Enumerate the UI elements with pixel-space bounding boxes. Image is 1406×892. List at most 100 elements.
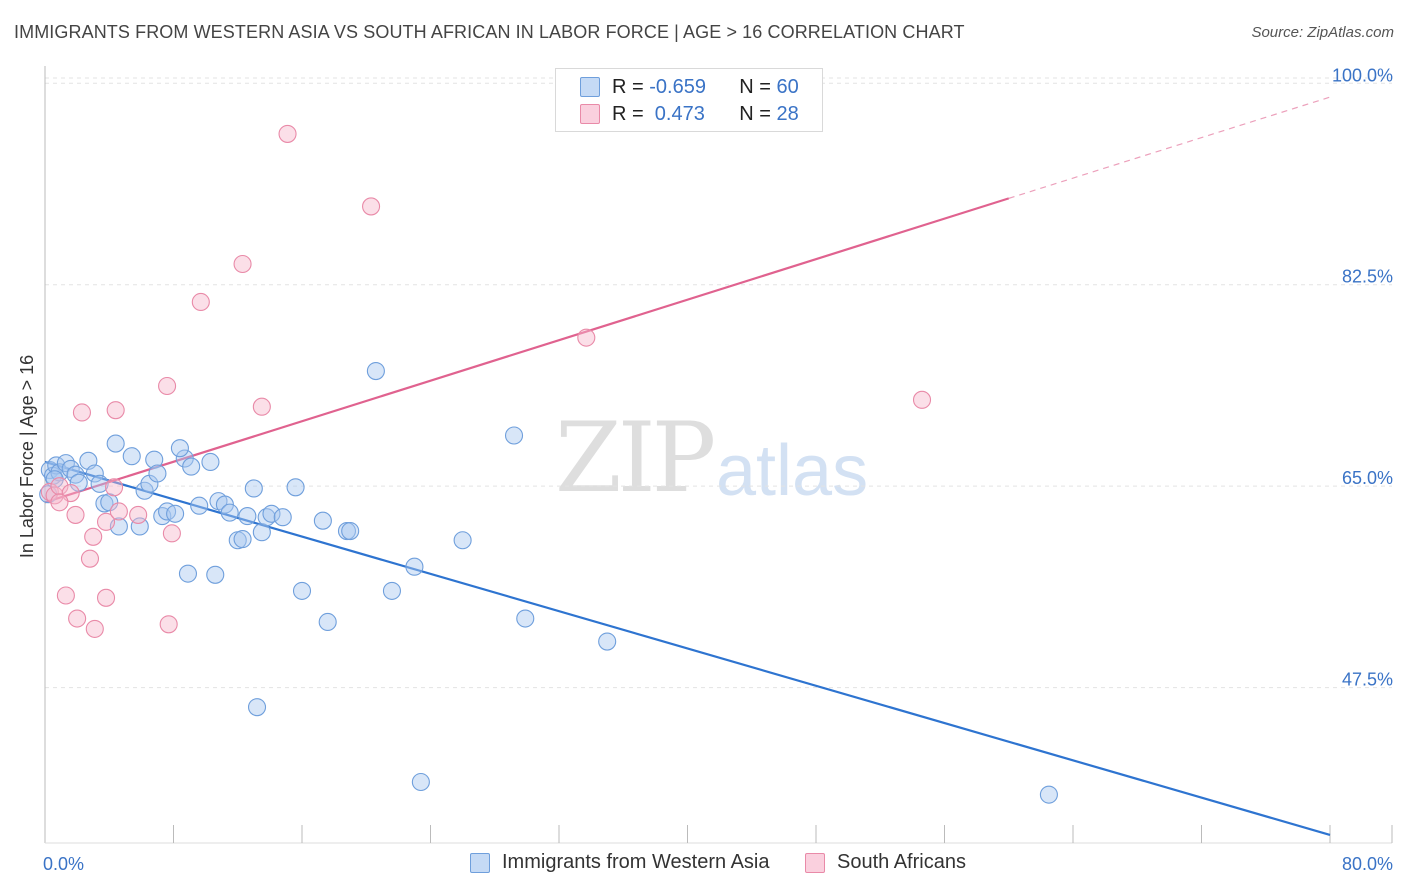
watermark-zip: ZIP: [555, 402, 716, 514]
chart-title: IMMIGRANTS FROM WESTERN ASIA VS SOUTH AF…: [14, 22, 965, 42]
data-points: [39, 124, 1058, 804]
bottom-legend-swatch-pink: [805, 852, 825, 873]
point-south-african: [84, 527, 103, 546]
point-western-asia: [190, 496, 209, 515]
legend-swatch-pink: [580, 104, 600, 124]
legend-box: R = -0.659 N = 60 R = 0.473 N = 28: [555, 68, 823, 132]
source-label: Source: ZipAtlas.com: [1251, 24, 1394, 41]
bottom-legend-swatch-blue: [470, 852, 490, 873]
point-south-african: [106, 401, 125, 420]
point-western-asia: [341, 521, 360, 541]
trend-lines: [44, 96, 1331, 836]
legend-r-value: 0.473: [649, 102, 705, 125]
point-western-asia: [178, 564, 198, 583]
point-south-african: [68, 609, 87, 628]
point-western-asia: [516, 609, 535, 628]
point-western-asia: [233, 530, 252, 549]
tick-labels: 47.5% 65.0% 82.5% 100.0% 0.0% 80.0% In Labor F…: [17, 65, 1393, 874]
legend-n-value: 60: [776, 75, 799, 98]
point-western-asia: [318, 612, 337, 632]
point-western-asia: [262, 504, 281, 523]
legend-n-value: 28: [776, 102, 799, 125]
legend-row-series1: R = -0.659 N = 60: [580, 74, 799, 100]
bottom-legend-series2: South Africans: [805, 851, 966, 874]
y-axis-label: In Labor Force | Age > 16: [17, 355, 37, 558]
point-western-asia: [182, 457, 201, 476]
point-western-asia: [273, 508, 292, 527]
bottom-legend-label-series1: Immigrants from Western Asia: [502, 851, 770, 873]
point-western-asia: [130, 517, 149, 536]
point-western-asia: [85, 464, 104, 483]
point-south-african: [129, 505, 148, 524]
point-south-african: [278, 124, 297, 143]
x-tick-label: 0.0%: [43, 854, 84, 874]
point-south-african: [96, 588, 116, 607]
point-western-asia: [382, 581, 402, 600]
point-western-asia: [257, 508, 276, 527]
point-western-asia: [148, 464, 167, 483]
legend-n-label: N =: [739, 75, 777, 98]
point-south-african: [80, 549, 100, 568]
point-western-asia: [61, 459, 80, 478]
point-south-african: [50, 477, 69, 496]
point-western-asia: [411, 772, 430, 792]
legend-swatch-blue: [580, 77, 600, 97]
axes: [44, 66, 1393, 844]
point-western-asia: [166, 504, 185, 523]
point-western-asia: [244, 479, 263, 498]
watermark-atlas: atlas: [716, 431, 869, 511]
trend-line-south-african: [44, 197, 1010, 504]
point-western-asia: [170, 439, 189, 458]
point-western-asia: [106, 434, 125, 453]
point-western-asia: [220, 503, 239, 522]
point-south-african: [66, 505, 85, 524]
point-south-african: [362, 197, 381, 216]
y-tick-label: 65.0%: [1342, 468, 1393, 488]
point-western-asia: [313, 511, 332, 530]
point-south-african: [191, 292, 210, 312]
point-south-african: [105, 478, 124, 497]
point-south-african: [85, 619, 104, 638]
point-south-african: [912, 390, 932, 409]
legend-r-value: -0.659: [649, 75, 706, 98]
y-tick-label: 47.5%: [1342, 670, 1393, 690]
point-western-asia: [598, 632, 617, 651]
point-south-african: [56, 586, 75, 605]
point-western-asia: [145, 450, 164, 469]
legend-r-label: R =: [612, 75, 650, 98]
point-south-african: [109, 502, 128, 521]
trend-line-south-african-extrapolated: [1008, 96, 1331, 199]
point-western-asia: [206, 565, 225, 584]
trend-line-western-asia: [44, 460, 1331, 836]
point-south-african: [50, 493, 69, 512]
point-south-african: [159, 615, 178, 634]
point-western-asia: [247, 698, 267, 717]
point-south-african: [577, 328, 596, 347]
point-western-asia: [286, 478, 305, 497]
legend-n-label: N =: [739, 102, 777, 125]
point-south-african: [233, 254, 252, 274]
point-western-asia: [252, 523, 271, 542]
bottom-legend-series1: Immigrants from Western Asia: [470, 851, 769, 874]
legend-row-series2: R = 0.473 N = 28: [580, 101, 799, 127]
point-western-asia: [366, 361, 385, 381]
point-south-african: [72, 403, 91, 422]
point-western-asia: [90, 474, 109, 493]
point-western-asia: [122, 447, 141, 466]
bottom-legend-label-series2: South Africans: [837, 851, 966, 873]
point-south-african: [252, 397, 271, 416]
y-tick-label: 82.5%: [1342, 267, 1393, 287]
point-western-asia: [1039, 785, 1058, 804]
point-western-asia: [453, 531, 472, 550]
y-tick-label: 100.0%: [1332, 65, 1393, 85]
point-western-asia: [292, 581, 312, 600]
point-south-african: [162, 524, 181, 543]
point-western-asia: [405, 557, 424, 576]
point-south-african: [96, 512, 116, 531]
point-western-asia: [201, 452, 220, 472]
point-western-asia: [238, 507, 257, 526]
point-western-asia: [504, 426, 524, 445]
point-south-african: [158, 376, 177, 396]
legend-r-label: R =: [612, 102, 650, 125]
